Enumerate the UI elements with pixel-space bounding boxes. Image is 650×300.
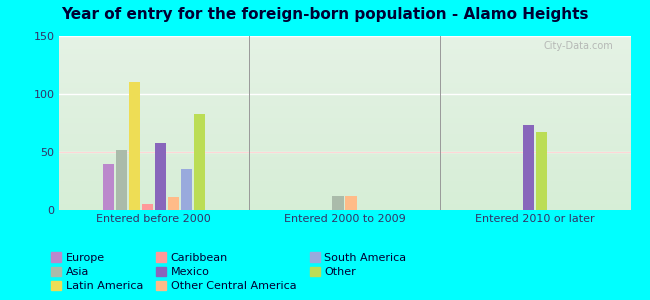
Bar <box>155 143 166 210</box>
Bar <box>345 196 357 210</box>
Bar <box>129 82 140 210</box>
Legend: Europe, Asia, Latin America, Caribbean, Mexico, Other Central America, South Ame: Europe, Asia, Latin America, Caribbean, … <box>51 252 406 291</box>
Bar <box>116 150 127 210</box>
Bar <box>168 197 179 210</box>
Bar <box>332 196 344 210</box>
Bar <box>536 132 547 210</box>
Bar <box>181 169 192 210</box>
Bar <box>103 164 114 210</box>
Bar <box>142 204 153 210</box>
Text: Year of entry for the foreign-born population - Alamo Heights: Year of entry for the foreign-born popul… <box>61 8 589 22</box>
Bar <box>523 125 534 210</box>
Text: City-Data.com: City-Data.com <box>543 41 614 51</box>
Bar <box>194 114 205 210</box>
